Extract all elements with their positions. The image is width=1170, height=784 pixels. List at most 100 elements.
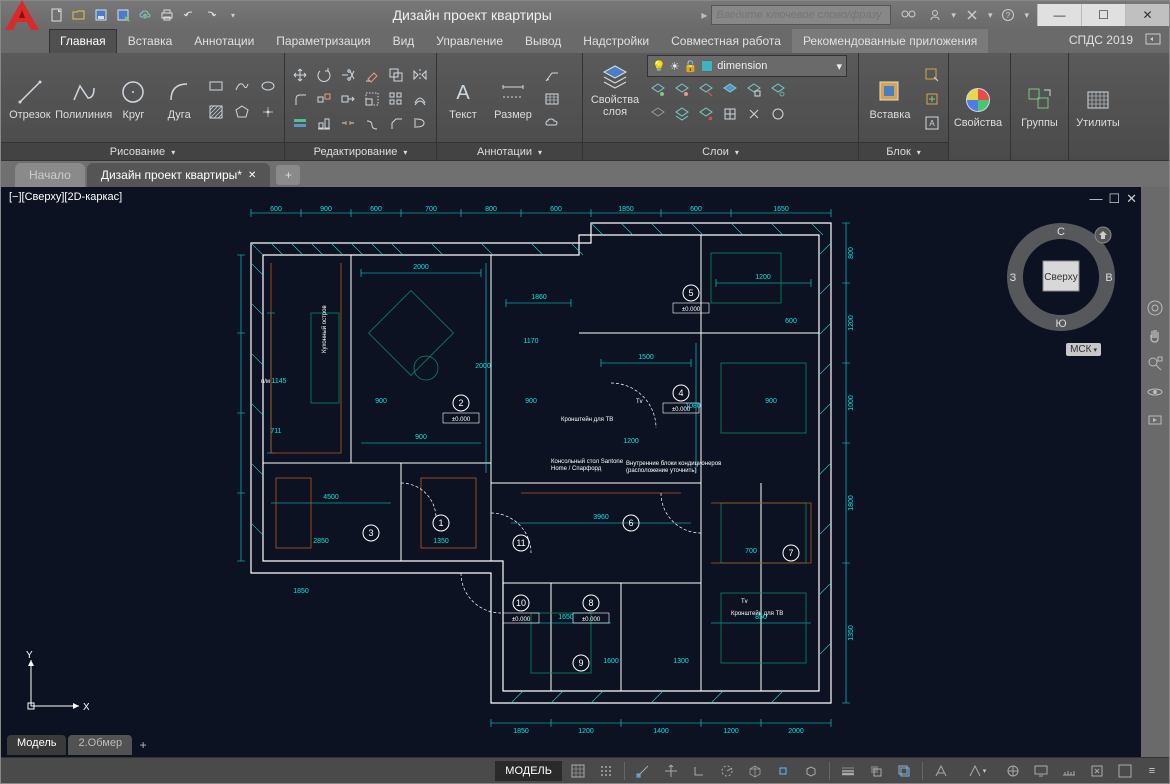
sb-snap-icon[interactable] <box>594 761 618 781</box>
infocenter-search-icon[interactable] <box>899 5 919 25</box>
tool-scale-icon[interactable] <box>361 88 383 110</box>
layer-tool-9-icon[interactable] <box>695 103 717 125</box>
tool-line[interactable]: Отрезок <box>5 62 55 136</box>
add-layout-tab[interactable]: + <box>134 736 152 754</box>
panel-title-block[interactable]: Блок <box>859 142 948 160</box>
maximize-button[interactable]: ☐ <box>1081 4 1125 26</box>
canvas-maximize-icon[interactable]: ☐ <box>1108 191 1120 207</box>
sb-scale-icon[interactable]: ▾ <box>957 761 997 781</box>
sb-polar-icon[interactable] <box>715 761 739 781</box>
tool-rotate-icon[interactable] <box>313 64 335 86</box>
tool-fillet-icon[interactable] <box>289 88 311 110</box>
tool-explode-icon[interactable] <box>313 88 335 110</box>
sb-model[interactable]: МОДЕЛЬ <box>495 761 562 781</box>
layer-tool-11-icon[interactable] <box>743 103 765 125</box>
tool-setbyl-icon[interactable] <box>289 112 311 134</box>
layer-tool-2-icon[interactable] <box>671 79 693 101</box>
block-attr-icon[interactable]: A <box>921 112 943 134</box>
app-logo[interactable] <box>1 0 43 36</box>
sb-grid-icon[interactable] <box>566 761 590 781</box>
tool-mirror-icon[interactable] <box>409 64 431 86</box>
tool-offset-icon[interactable] <box>409 88 431 110</box>
ucs-icon[interactable]: X Y <box>19 648 89 721</box>
file-tab-1[interactable]: Дизайн проект квартиры*✕ <box>87 163 271 187</box>
sb-trans-icon[interactable] <box>864 761 888 781</box>
ribbon-tab-0[interactable]: Главная <box>49 29 117 53</box>
tool-stretch-icon[interactable] <box>337 88 359 110</box>
qat-open-icon[interactable] <box>69 5 89 25</box>
layer-combo[interactable]: 💡 ☀ 🔓 dimension ▾ <box>647 55 847 77</box>
sb-qp-icon[interactable] <box>1085 761 1109 781</box>
zoom-ext-icon[interactable] <box>1144 353 1166 375</box>
pan-icon[interactable] <box>1144 325 1166 347</box>
tool-arc[interactable]: Дуга <box>158 62 200 136</box>
qat-save-icon[interactable] <box>91 5 111 25</box>
tool-layer-properties[interactable]: Свойства слоя <box>587 55 643 125</box>
help-icon[interactable]: ? <box>998 5 1018 25</box>
qat-saveas-icon[interactable] <box>113 5 133 25</box>
exchange-dropdown-icon[interactable]: ▾ <box>988 10 993 21</box>
tool-rectangle-icon[interactable] <box>204 74 228 98</box>
block-create-icon[interactable] <box>921 88 943 110</box>
nav-wheel-icon[interactable] <box>1144 297 1166 319</box>
tool-cloud-icon[interactable] <box>541 112 563 134</box>
sb-ws-icon[interactable] <box>1001 761 1025 781</box>
close-tab-icon[interactable]: ✕ <box>248 170 256 181</box>
tool-copy-icon[interactable] <box>385 64 407 86</box>
layout-tab-1[interactable]: 2.Обмер <box>68 735 132 755</box>
file-tab-0[interactable]: Начало <box>15 163 85 187</box>
sb-anno-icon[interactable] <box>929 761 953 781</box>
sb-monitor-icon[interactable] <box>1029 761 1053 781</box>
close-button[interactable]: ✕ <box>1125 4 1169 26</box>
layer-tool-6-icon[interactable] <box>767 79 789 101</box>
tool-circle[interactable]: Круг <box>113 62 155 136</box>
ribbon-collapse-icon[interactable] <box>1143 29 1163 49</box>
tool-break-icon[interactable] <box>337 112 359 134</box>
sb-iso-icon[interactable] <box>743 761 767 781</box>
ribbon-tab-5[interactable]: Управление <box>425 29 514 53</box>
tool-leader-icon[interactable] <box>541 64 563 86</box>
ribbon-tab-7[interactable]: Надстройки <box>572 29 660 53</box>
view-label[interactable]: [−][Сверху][2D-каркас] <box>9 191 122 203</box>
tool-table-icon[interactable] <box>541 88 563 110</box>
sb-3dosnap-icon[interactable] <box>799 761 823 781</box>
qat-redo-icon[interactable] <box>201 5 221 25</box>
orbit-icon[interactable] <box>1144 381 1166 403</box>
tool-join-icon[interactable] <box>361 112 383 134</box>
navigation-wheel[interactable]: С Ю В З Сверху <box>1001 217 1121 337</box>
qat-dropdown-icon[interactable]: ▾ <box>223 5 243 25</box>
minimize-button[interactable]: — <box>1037 4 1081 26</box>
layer-tool-10-icon[interactable] <box>719 103 741 125</box>
qat-plot-icon[interactable] <box>157 5 177 25</box>
sb-lwt-icon[interactable] <box>836 761 860 781</box>
tool-ellipse-icon[interactable] <box>256 74 280 98</box>
canvas-close-icon[interactable]: ✕ <box>1126 191 1137 207</box>
sb-units-icon[interactable] <box>1057 761 1081 781</box>
drawing-canvas[interactable]: [−][Сверху][2D-каркас] — ☐ ✕ С Ю В З Све… <box>1 187 1141 757</box>
tool-properties[interactable]: Свойства <box>953 70 1003 144</box>
canvas-minimize-icon[interactable]: — <box>1089 191 1102 207</box>
sb-clean-icon[interactable] <box>1113 761 1137 781</box>
panel-title-layers[interactable]: Слои <box>583 142 858 160</box>
qat-cloud-icon[interactable] <box>135 5 155 25</box>
tool-chamfer-icon[interactable] <box>385 112 407 134</box>
qat-new-icon[interactable] <box>47 5 67 25</box>
panel-title-modify[interactable]: Редактирование <box>285 142 436 160</box>
tool-polyline[interactable]: Полилиния <box>59 62 109 136</box>
layer-tool-8-icon[interactable] <box>671 103 693 125</box>
panel-title-annotate[interactable]: Аннотации <box>437 142 582 160</box>
tool-hatch-icon[interactable] <box>204 100 228 124</box>
panel-title-draw[interactable]: Рисование <box>1 142 284 160</box>
ribbon-tab-9[interactable]: Рекомендованные приложения <box>792 29 988 53</box>
layer-tool-3-icon[interactable] <box>695 79 717 101</box>
ribbon-right-label[interactable]: СПДС 2019 <box>1059 29 1143 53</box>
exchange-icon[interactable] <box>962 5 982 25</box>
tool-spline-icon[interactable] <box>230 74 254 98</box>
tool-array-icon[interactable] <box>385 88 407 110</box>
tool-point-icon[interactable] <box>256 100 280 124</box>
qat-undo-icon[interactable] <box>179 5 199 25</box>
ribbon-tab-2[interactable]: Аннотации <box>183 29 265 53</box>
sb-osnap-icon[interactable] <box>771 761 795 781</box>
signin-icon[interactable] <box>925 5 945 25</box>
tool-polygon-icon[interactable] <box>230 100 254 124</box>
